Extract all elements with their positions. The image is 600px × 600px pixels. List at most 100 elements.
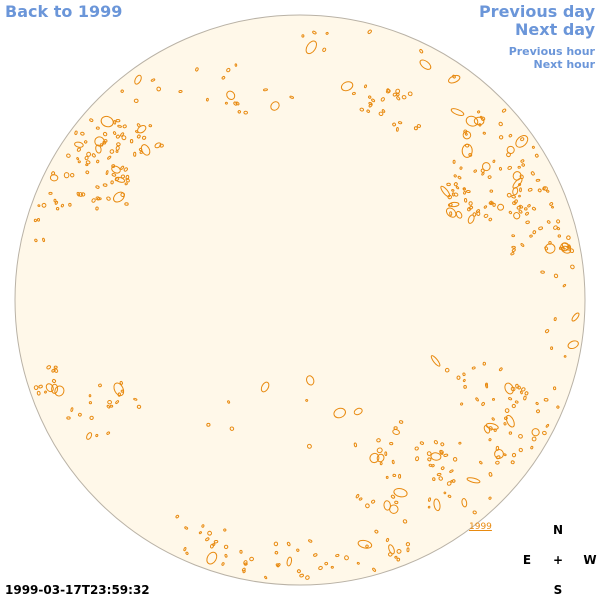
next-hour-link[interactable]: Next hour — [533, 58, 596, 71]
magnetic-feature-contour — [428, 463, 433, 467]
magnetic-feature-contour — [485, 383, 489, 389]
magnetic-feature-contour — [488, 472, 493, 477]
magnetic-feature-contour — [69, 173, 75, 178]
magnetic-feature-contour — [115, 134, 120, 139]
magnetic-feature-contour — [446, 182, 451, 187]
magnetic-feature-contour — [60, 203, 65, 208]
magnetic-feature-contour — [89, 415, 94, 421]
magnetic-feature-contour — [141, 135, 147, 140]
magnetic-feature-contour — [556, 227, 561, 231]
magnetic-feature-contour — [226, 67, 231, 73]
magnetic-feature-contour — [318, 565, 323, 571]
magnetic-feature-contour — [440, 185, 451, 198]
magnetic-feature-contour — [156, 86, 162, 92]
magnetic-feature-contour — [531, 145, 535, 149]
magnetic-feature-contour — [296, 569, 301, 574]
magnetic-feature-contour — [85, 170, 90, 175]
magnetic-feature-contour — [473, 169, 477, 173]
magnetic-feature-contour — [154, 142, 162, 149]
previous-day-link[interactable]: Previous day — [478, 2, 595, 21]
magnetic-feature-contour — [85, 160, 91, 165]
magnetic-feature-contour — [455, 210, 463, 219]
magnetic-feature-contour — [122, 124, 127, 129]
magnetic-feature-contour — [407, 91, 413, 97]
magnetic-feature-contour — [123, 167, 128, 172]
magnetic-feature-contour — [224, 553, 228, 558]
magnetic-feature-contour — [498, 367, 503, 372]
magnetic-feature-contour — [378, 111, 384, 117]
magnetic-feature-contour — [463, 198, 468, 203]
magnetic-feature-contour — [485, 422, 499, 430]
magnetic-feature-contour — [456, 375, 461, 380]
magnetic-feature-contour — [376, 438, 381, 443]
magnetic-feature-contour — [548, 241, 552, 245]
magnetic-feature-contour — [120, 389, 124, 393]
magnetic-feature-contour — [359, 107, 365, 112]
magnetic-feature-contour — [140, 144, 151, 156]
magnetic-feature-contour — [497, 203, 505, 211]
magnetic-feature-contour — [401, 95, 407, 100]
magnetic-feature-contour — [110, 180, 114, 185]
compass-east: E — [522, 553, 532, 567]
magnetic-feature-contour — [477, 110, 481, 114]
magnetic-feature-contour — [392, 92, 397, 97]
magnetic-feature-contour — [416, 124, 421, 128]
magnetic-feature-contour — [102, 140, 107, 145]
previous-hour-link[interactable]: Previous hour — [508, 45, 595, 58]
magnetic-feature-contour — [472, 510, 477, 515]
magnetic-feature-contour — [175, 514, 180, 519]
magnetic-feature-contour — [351, 91, 356, 96]
magnetic-feature-contour — [243, 110, 248, 115]
magnetic-feature-contour — [86, 432, 93, 440]
magnetic-feature-contour — [365, 503, 370, 509]
magnetic-feature-contour — [516, 205, 522, 210]
magnetic-feature-contour — [461, 143, 473, 158]
back-to-year-link[interactable]: Back to 1999 — [5, 2, 123, 21]
magnetic-feature-contour — [475, 209, 481, 214]
magnetic-feature-contour — [379, 462, 383, 466]
magnetic-feature-contour — [544, 243, 556, 254]
year-link[interactable]: 1999 — [469, 522, 492, 532]
magnetic-feature-contour — [525, 211, 529, 216]
magnetic-feature-contour — [68, 202, 72, 207]
magnetic-feature-contour — [518, 183, 522, 187]
magnetic-feature-contour — [466, 477, 481, 484]
magnetic-feature-contour — [95, 433, 99, 438]
magnetic-feature-contour — [102, 131, 108, 137]
magnetic-feature-contour — [368, 101, 373, 106]
magnetic-feature-contour — [98, 383, 102, 388]
magnetic-feature-contour — [452, 159, 456, 164]
magnetic-feature-contour — [366, 109, 371, 113]
magnetic-feature-contour — [557, 234, 561, 238]
magnetic-feature-contour — [510, 386, 516, 392]
magnetic-feature-contour — [402, 519, 408, 524]
magnetic-feature-contour — [458, 441, 462, 445]
magnetic-feature-contour — [107, 399, 112, 405]
next-day-link[interactable]: Next day — [515, 20, 595, 39]
magnetic-feature-contour — [114, 176, 126, 183]
magnetic-feature-contour — [457, 175, 462, 180]
magnetic-feature-contour — [33, 385, 39, 390]
magnetic-feature-contour — [415, 456, 420, 462]
magnetic-feature-contour — [446, 481, 452, 486]
magnetic-feature-contour — [543, 186, 548, 191]
magnetic-feature-contour — [111, 173, 117, 177]
magnetic-feature-contour — [505, 414, 515, 428]
magnetic-feature-contour — [507, 165, 513, 170]
magnetic-feature-contour — [313, 553, 318, 557]
magnetic-feature-contour — [385, 537, 390, 543]
magnetic-feature-contour — [519, 174, 524, 180]
observation-timestamp: 1999-03-17T23:59:32 — [5, 583, 150, 597]
magnetic-feature-contour — [396, 92, 400, 97]
magnetic-feature-contour — [450, 108, 465, 117]
magnetic-feature-contour — [506, 145, 515, 154]
magnetic-feature-contour — [419, 441, 425, 445]
magnetic-feature-contour — [492, 202, 496, 207]
magnetic-feature-contour — [395, 127, 399, 132]
magnetic-feature-contour — [511, 245, 516, 249]
magnetic-feature-contour — [531, 436, 537, 442]
magnetic-feature-contour — [503, 422, 507, 426]
magnetic-feature-contour — [396, 548, 402, 554]
